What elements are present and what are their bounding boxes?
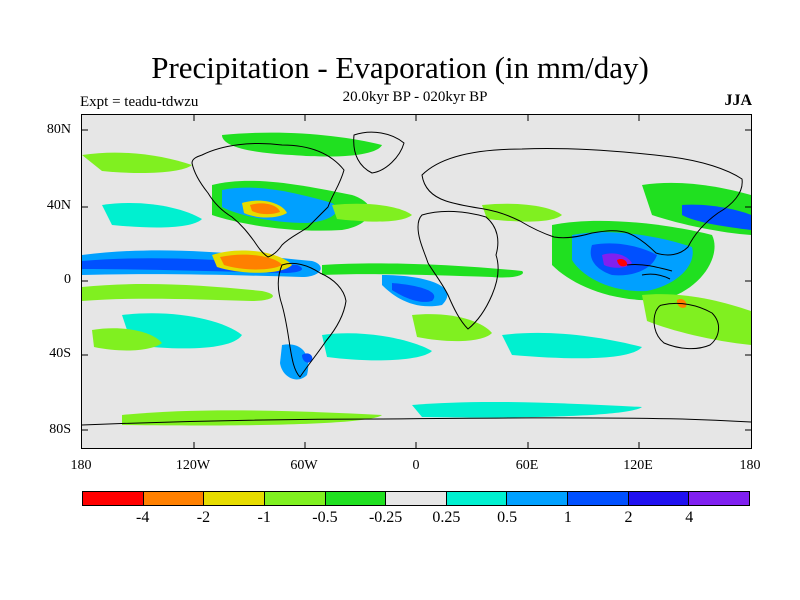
colorbar-box — [689, 492, 750, 505]
colorbar-label: 2 — [624, 509, 633, 526]
contour-region — [82, 284, 273, 301]
lon-label: 120E — [623, 458, 653, 473]
colorbar-box — [386, 492, 447, 505]
colorbar-box — [446, 492, 508, 505]
period-subtitle: 20.0kyr BP - 020kyr BP — [342, 89, 488, 105]
lat-label: 80N — [46, 122, 71, 137]
coastline-eurasia — [421, 147, 743, 256]
figure-title: Precipitation - Evaporation (in mm/day) — [151, 50, 649, 85]
colorbar-box — [628, 492, 690, 505]
colorbar-box — [83, 492, 144, 505]
lon-label: 0 — [412, 458, 420, 473]
contour-region — [92, 328, 162, 351]
colorbar-label: -0.5 — [312, 509, 338, 526]
colorbar-box — [325, 492, 387, 505]
colorbar-label: 0.25 — [432, 509, 461, 526]
lon-label: 180 — [70, 458, 92, 473]
colorbar-box — [264, 492, 326, 505]
colorbar-label: 1 — [563, 509, 572, 526]
coastline-australia — [653, 302, 719, 350]
coastline-indonesia — [626, 264, 673, 280]
colorbar-label: 0.5 — [497, 509, 518, 526]
lat-label: 80S — [49, 422, 71, 437]
contour-region — [322, 333, 432, 361]
coastline-antarctica — [82, 417, 751, 426]
contour-region — [502, 332, 642, 359]
contour-region — [412, 401, 642, 418]
colorbar-box — [143, 492, 205, 505]
contour-region — [332, 203, 412, 222]
ticks — [82, 115, 751, 448]
contour-region — [322, 263, 523, 278]
lat-label: 40N — [46, 198, 71, 213]
colorbar-box — [568, 492, 629, 505]
contour-region — [82, 152, 192, 173]
colorbar — [82, 491, 750, 506]
lon-label: 60W — [290, 458, 318, 473]
contour-region — [102, 202, 202, 228]
colorbar-label: -2 — [196, 509, 211, 526]
contour-region — [280, 344, 309, 380]
contour-region — [482, 203, 562, 222]
contour-region — [412, 314, 492, 342]
lat-label: 0 — [64, 272, 71, 287]
lon-label: 120W — [175, 458, 211, 473]
contour-region — [642, 294, 751, 345]
coastlines — [82, 131, 751, 426]
coastline-south-america — [277, 262, 347, 378]
experiment-label: Expt = teadu-tdwzu — [80, 94, 199, 110]
contour-region — [250, 203, 280, 215]
contour-fields — [82, 132, 751, 426]
colorbar-box — [507, 492, 569, 505]
season-label: JJA — [724, 92, 752, 109]
map-plot — [81, 114, 752, 449]
contour-region — [220, 254, 282, 270]
colorbar-label: -0.25 — [368, 509, 403, 526]
coastline-africa — [417, 210, 499, 330]
map-canvas — [82, 115, 751, 448]
contour-region — [302, 353, 313, 363]
contour-region — [222, 132, 382, 157]
lon-label: 180 — [739, 458, 761, 473]
colorbar-box — [204, 492, 265, 505]
colorbar-label: 4 — [685, 509, 694, 526]
lon-label: 60E — [515, 458, 539, 473]
coastline-greenland — [353, 131, 405, 174]
colorbar-label: -1 — [257, 509, 271, 526]
colorbar-label: -4 — [136, 509, 150, 526]
contour-region — [122, 410, 382, 426]
lat-label: 40S — [49, 346, 71, 361]
contour-region — [392, 283, 435, 302]
contour-region — [617, 258, 628, 267]
coastline-north-america — [191, 143, 345, 258]
contour-region — [682, 204, 751, 230]
